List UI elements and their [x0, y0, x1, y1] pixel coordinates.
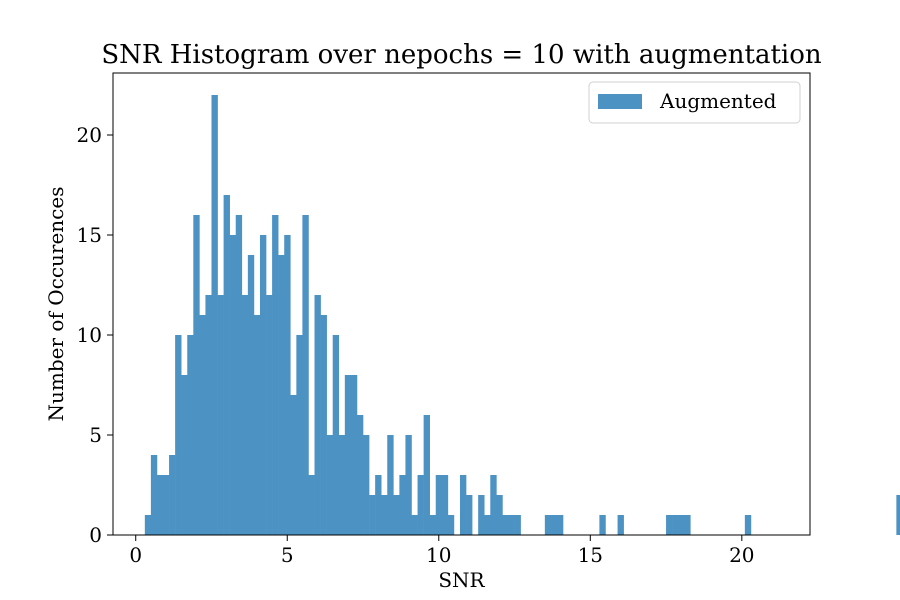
histogram-bar	[405, 435, 412, 535]
histogram-bar	[169, 455, 176, 535]
histogram-bar	[381, 495, 388, 535]
histogram-bar	[399, 475, 406, 535]
histogram-bar	[193, 215, 200, 535]
histogram-bar	[241, 295, 249, 535]
histogram-bar	[223, 195, 230, 535]
histogram-bar	[369, 495, 376, 535]
histogram-bar	[290, 395, 297, 535]
histogram-bar	[393, 495, 400, 535]
histogram-bar	[896, 495, 900, 535]
histogram-bar	[514, 515, 521, 535]
x-axis-label: SNR	[438, 568, 485, 592]
x-axis: 0 5 10 15 20	[129, 535, 755, 567]
legend-box	[588, 81, 801, 124]
histogram-bar	[235, 215, 243, 535]
y-axis-label: Number of Occurences	[44, 187, 68, 422]
x-tick-label: 0	[129, 543, 142, 567]
legend-swatch-augmented	[598, 94, 642, 109]
histogram-bar	[259, 235, 267, 535]
x-tick-label: 5	[281, 543, 294, 567]
histogram-bar	[144, 515, 152, 535]
x-tick-label: 15	[578, 543, 603, 567]
histogram-bar	[423, 415, 430, 535]
histogram-bar	[435, 475, 443, 535]
histogram-bar	[678, 515, 685, 535]
histogram-bar	[672, 515, 679, 535]
histogram-bar	[308, 475, 315, 535]
x-tick-label: 20	[729, 543, 754, 567]
histogram-bar	[490, 475, 497, 535]
histogram-bar	[544, 515, 552, 535]
histogram-bar	[666, 515, 673, 535]
histogram-bar	[387, 435, 394, 535]
histogram-bar	[375, 475, 382, 535]
legend-label-augmented: Augmented	[659, 89, 777, 113]
histogram-bar	[332, 335, 340, 535]
y-axis: 0 5 10 15 20	[77, 123, 113, 547]
histogram-bar	[187, 335, 194, 535]
histogram-bar	[253, 315, 261, 535]
y-tick-label: 0	[89, 523, 102, 547]
histogram-bar	[302, 215, 309, 535]
histogram-bars	[144, 95, 900, 535]
histogram-bar	[556, 515, 564, 535]
histogram-bar	[205, 295, 212, 535]
histogram-bar	[411, 515, 418, 535]
histogram-bar	[314, 295, 321, 535]
histogram-bar	[175, 335, 182, 535]
histogram-bar	[599, 515, 606, 535]
y-tick-label: 20	[77, 123, 102, 147]
histogram-bar	[284, 235, 291, 535]
histogram-bar	[217, 295, 224, 535]
histogram-bar	[150, 455, 158, 535]
plot-frame	[112, 72, 811, 536]
histogram-bar	[278, 255, 285, 535]
histogram-bar	[320, 315, 327, 535]
histogram-bar	[478, 495, 485, 535]
histogram-bar	[441, 475, 449, 535]
histogram-bar	[363, 435, 370, 535]
histogram-bar	[466, 495, 473, 535]
histogram-bar	[338, 435, 346, 535]
histogram-bar	[744, 515, 752, 535]
histogram-bar	[429, 515, 437, 535]
histogram-bar	[163, 475, 170, 535]
histogram-bar	[272, 215, 279, 535]
histogram-bar	[247, 255, 255, 535]
histogram-bar	[296, 335, 303, 535]
histogram-bar	[326, 435, 334, 535]
histogram-bar	[181, 375, 188, 535]
histogram-bar	[502, 515, 509, 535]
histogram-bar	[229, 235, 237, 535]
histogram-bar	[550, 515, 558, 535]
histogram-bar	[156, 475, 164, 535]
x-tick-label: 10	[426, 543, 451, 567]
histogram-bar	[484, 515, 491, 535]
histogram-bar	[459, 475, 467, 535]
histogram-bar	[199, 315, 206, 535]
histogram-bar	[417, 475, 424, 535]
y-tick-label: 5	[89, 423, 102, 447]
histogram-bar	[344, 375, 352, 535]
histogram-bar	[617, 515, 624, 535]
histogram-bar	[447, 515, 455, 535]
chart-title: SNR Histogram over nepochs = 10 with aug…	[101, 40, 822, 70]
histogram-bar	[508, 515, 515, 535]
histogram-bar	[211, 95, 218, 535]
y-tick-label: 15	[77, 223, 102, 247]
histogram-bar	[266, 295, 273, 535]
histogram-bar	[496, 495, 503, 535]
histogram-bar	[356, 415, 364, 535]
histogram-bar	[684, 515, 691, 535]
y-tick-label: 10	[77, 323, 102, 347]
histogram-bar	[350, 375, 358, 535]
legend: Augmented	[588, 81, 801, 124]
